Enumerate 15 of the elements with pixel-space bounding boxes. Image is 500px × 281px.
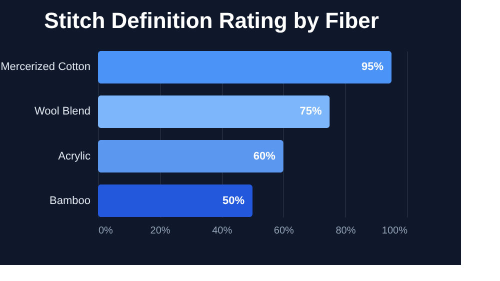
chart-title: Stitch Definition Rating by Fiber [44, 8, 380, 33]
x-tick-label: 40% [212, 226, 232, 236]
x-tick-label: 80% [336, 226, 356, 236]
data-label: 95% [362, 61, 384, 74]
x-tick-label: 60% [274, 226, 294, 236]
y-tick-label: Mercerized Cotton [0, 61, 90, 74]
y-tick-label: Bamboo [50, 194, 90, 207]
x-tick-label: 100% [382, 226, 408, 236]
data-label: 50% [222, 194, 245, 207]
data-label: 60% [253, 150, 276, 162]
data-label: 75% [300, 106, 322, 118]
x-tick-label: 20% [150, 226, 170, 236]
x-tick-label: 0% [98, 226, 114, 236]
y-tick-label: Wool Blend [34, 106, 90, 118]
y-tick-label: Acrylic [58, 150, 91, 162]
